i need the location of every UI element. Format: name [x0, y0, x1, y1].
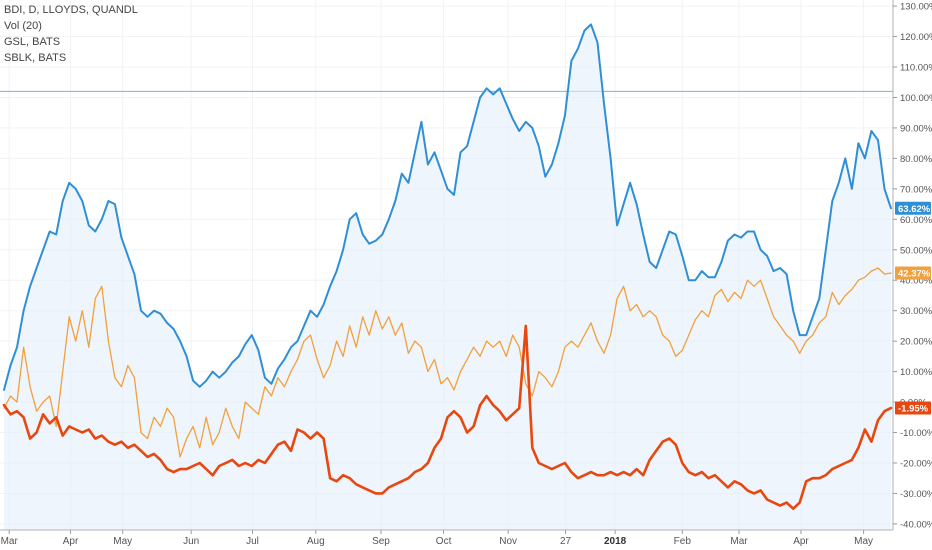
last-value-badges: 63.62% 42.37% -1.95% [895, 201, 931, 415]
x-tick-label: Apr [793, 536, 809, 547]
series-line-bdi [3, 23, 892, 391]
area-fill-layer [4, 24, 891, 531]
y-tick-label: 50.00% [900, 245, 932, 256]
y-tick-label: 10.00% [900, 367, 932, 378]
y-tick-label: -30.00% [900, 489, 932, 500]
y-tick-label: 80.00% [900, 154, 932, 165]
y-tick-label: -40.00% [900, 519, 932, 530]
badge-label-bdi: 63.62% [898, 204, 931, 215]
y-tick-label: 40.00% [900, 276, 932, 287]
x-tick-label: Mar [730, 536, 748, 547]
y-tick-label: 100.00% [900, 93, 932, 104]
x-tick-label: Mar [1, 536, 19, 547]
legend-item-bdi[interactable]: BDI, D, LLOYDS, QUANDL [4, 4, 138, 16]
y-tick-label: 120.00% [900, 32, 932, 43]
y-tick-label: 90.00% [900, 123, 932, 134]
legend: BDI, D, LLOYDS, QUANDL Vol (20) GSL, BAT… [4, 2, 138, 66]
badge-sblk: -1.95% [895, 401, 931, 415]
y-axis: -40.00%-30.00%-20.00%-10.00%0.00%10.00%2… [892, 0, 932, 530]
x-tick-label: Oct [436, 536, 452, 547]
badge-bg-bdi [895, 201, 931, 215]
series-lines [2, 23, 893, 510]
y-tick-label: -20.00% [900, 458, 932, 469]
y-tick-label: -10.00% [900, 428, 932, 439]
legend-item-vol[interactable]: Vol (20) [4, 20, 42, 32]
legend-item-gsl[interactable]: GSL, BATS [4, 36, 61, 48]
area-fill-bdi [4, 24, 891, 531]
badge-bdi: 63.62% [895, 201, 931, 215]
badge-bg-sblk [895, 401, 931, 415]
y-tick-label: 20.00% [900, 337, 932, 348]
legend-item-sblk[interactable]: SBLK, BATS [4, 52, 67, 64]
x-tick-label: Sep [372, 536, 390, 547]
series-line-gsl [3, 267, 892, 458]
x-tick-label: Apr [63, 536, 79, 547]
y-tick-label: 70.00% [900, 184, 932, 195]
series-line-sblk [2, 324, 893, 510]
y-tick-label: 110.00% [900, 63, 932, 74]
y-tick-label: 60.00% [900, 215, 932, 226]
x-tick-label: 27 [560, 536, 572, 547]
x-tick-label: Feb [674, 536, 692, 547]
x-tick-label: May [113, 536, 132, 547]
badge-bg-gsl [895, 266, 931, 280]
badge-label-sblk: -1.95% [898, 404, 929, 415]
y-tick-label: 30.00% [900, 306, 932, 317]
x-tick-label: Aug [307, 536, 325, 547]
x-tick-label: Nov [499, 536, 517, 547]
x-tick-label: Jun [183, 536, 199, 547]
badge-label-gsl: 42.37% [898, 269, 931, 280]
x-tick-label: Jul [246, 536, 259, 547]
x-tick-label: 2018 [604, 536, 627, 547]
x-tick-label: May [854, 536, 873, 547]
badge-gsl: 42.37% [895, 266, 931, 280]
x-axis: Mar Apr May Jun Jul Aug Sep Oct Nov 27 2018 Feb Mar A… [0, 529, 893, 547]
y-tick-label: 130.00% [900, 2, 932, 13]
